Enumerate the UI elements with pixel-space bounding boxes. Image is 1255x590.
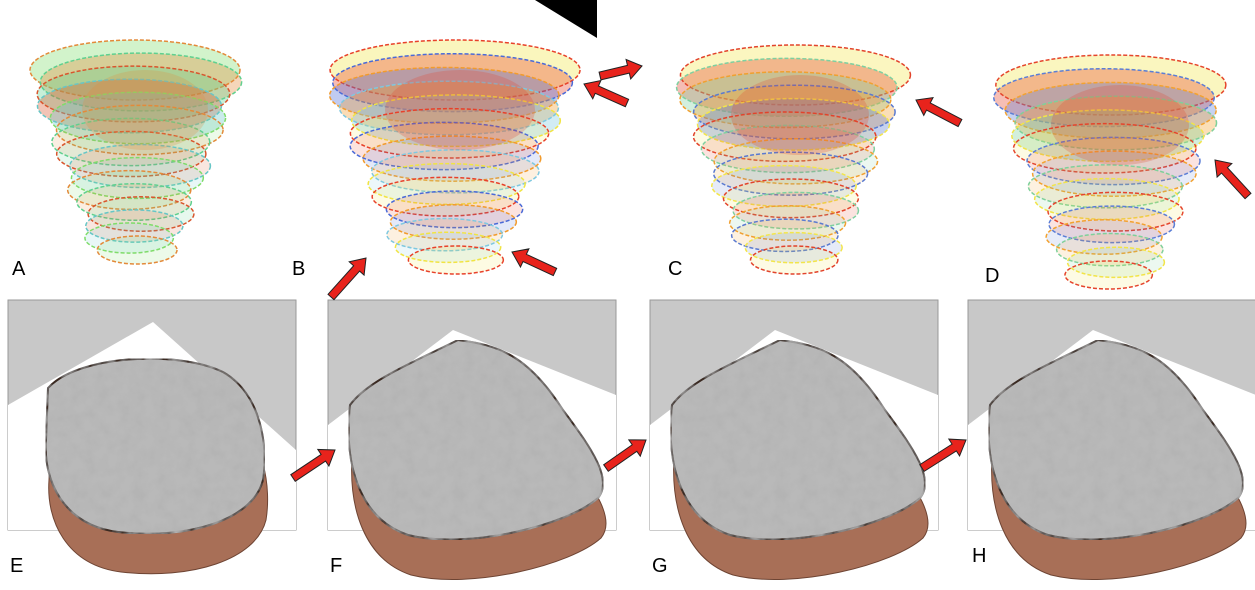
contour-core: [385, 70, 535, 150]
panel-label: H: [972, 545, 986, 567]
contour-core: [731, 75, 869, 155]
panel-label: F: [330, 555, 342, 577]
page: A B C D E F G H (() => { const data = JS…: [0, 0, 1255, 590]
slab-panel: [328, 300, 616, 580]
panel-label: E: [10, 555, 23, 577]
panel-label: D: [985, 265, 999, 287]
panel-label: B: [292, 258, 305, 280]
top-row: [30, 40, 1226, 289]
contour-slice: [97, 236, 177, 264]
contour-slice: [1065, 261, 1152, 289]
slab-panel: [8, 300, 296, 574]
arrow: [512, 249, 557, 276]
contour-core: [82, 70, 208, 150]
arrow: [599, 60, 642, 80]
arrow: [328, 258, 366, 300]
slab-panel: [968, 300, 1255, 580]
panel-label: G: [652, 555, 668, 577]
arrow: [1215, 160, 1251, 199]
slab-panel: [650, 300, 938, 580]
contour-slice: [750, 246, 837, 274]
panel-label: A: [12, 258, 26, 280]
slab-top: [46, 359, 265, 534]
panel-label: C: [668, 258, 682, 280]
corner-artifact: [535, 0, 597, 38]
arrow: [916, 98, 962, 127]
contour-core: [1051, 85, 1189, 165]
contour-slice: [408, 246, 503, 274]
figure: A B C D E F G H: [0, 0, 1255, 590]
arrow: [584, 81, 629, 107]
